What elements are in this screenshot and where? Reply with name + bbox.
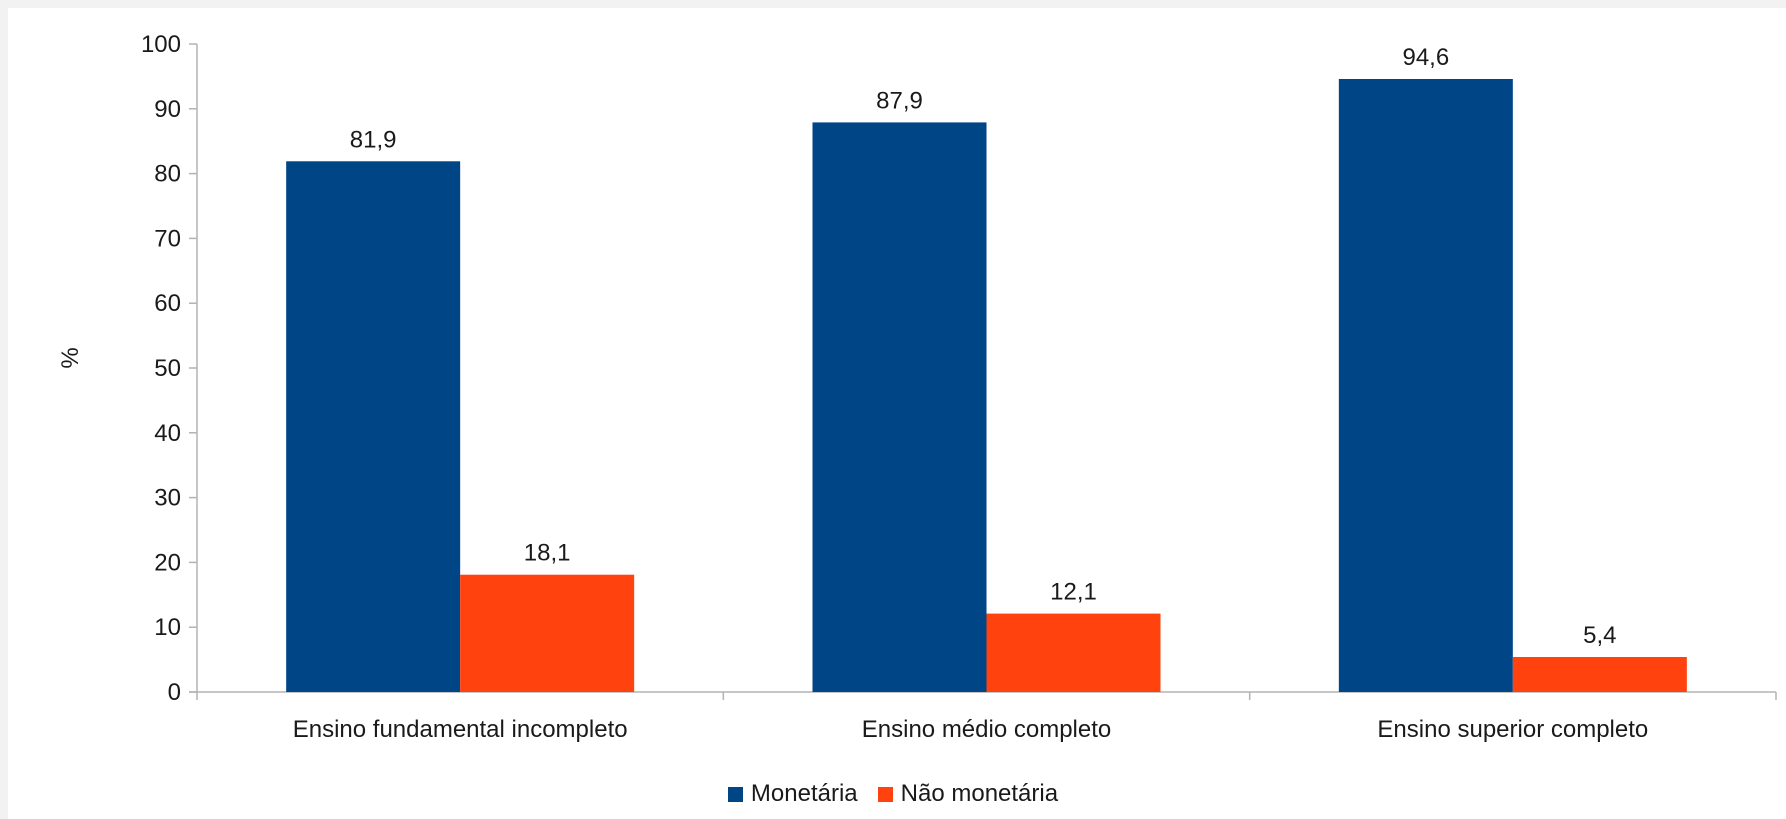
x-tick-label: Ensino médio completo [862,716,1111,743]
legend-item-nao-monetaria: Não monetária [877,780,1059,808]
y-tick-label: 20 [154,549,181,576]
data-label: 12,1 [1050,579,1097,606]
x-tick-label: Ensino superior completo [1377,716,1648,743]
legend-swatch-monetaria [727,786,743,802]
y-tick-label: 0 [168,679,181,706]
data-label: 18,1 [524,540,571,567]
y-tick-label: 80 [154,161,181,188]
data-label: 5,4 [1583,622,1616,649]
x-tick-label: Ensino fundamental incompleto [293,716,628,743]
y-tick-label: 10 [154,614,181,641]
legend-swatch-nao-monetaria [877,786,893,802]
y-tick-label: 90 [154,96,181,123]
legend-label-nao-monetaria: Não monetária [900,780,1059,807]
legend: Monetária Não monetária [0,780,1786,808]
data-label: 81,9 [350,126,397,153]
data-label: 94,6 [1402,44,1449,71]
y-tick-label: 60 [154,290,181,317]
bar [1338,78,1513,692]
y-tick-label: 30 [154,485,181,512]
data-label: 87,9 [876,87,923,114]
y-tick-label: 40 [154,420,181,447]
bar [460,574,635,692]
legend-label-monetaria: Monetária [750,780,858,807]
legend-item-monetaria: Monetária [727,780,858,808]
bar [812,122,987,692]
bar [1512,657,1687,692]
y-axis-label: % [57,347,84,368]
bar [286,161,461,693]
y-tick-label: 70 [154,225,181,252]
y-tick-label: 50 [154,355,181,382]
bar [986,613,1161,692]
y-tick-label: 100 [141,31,181,58]
